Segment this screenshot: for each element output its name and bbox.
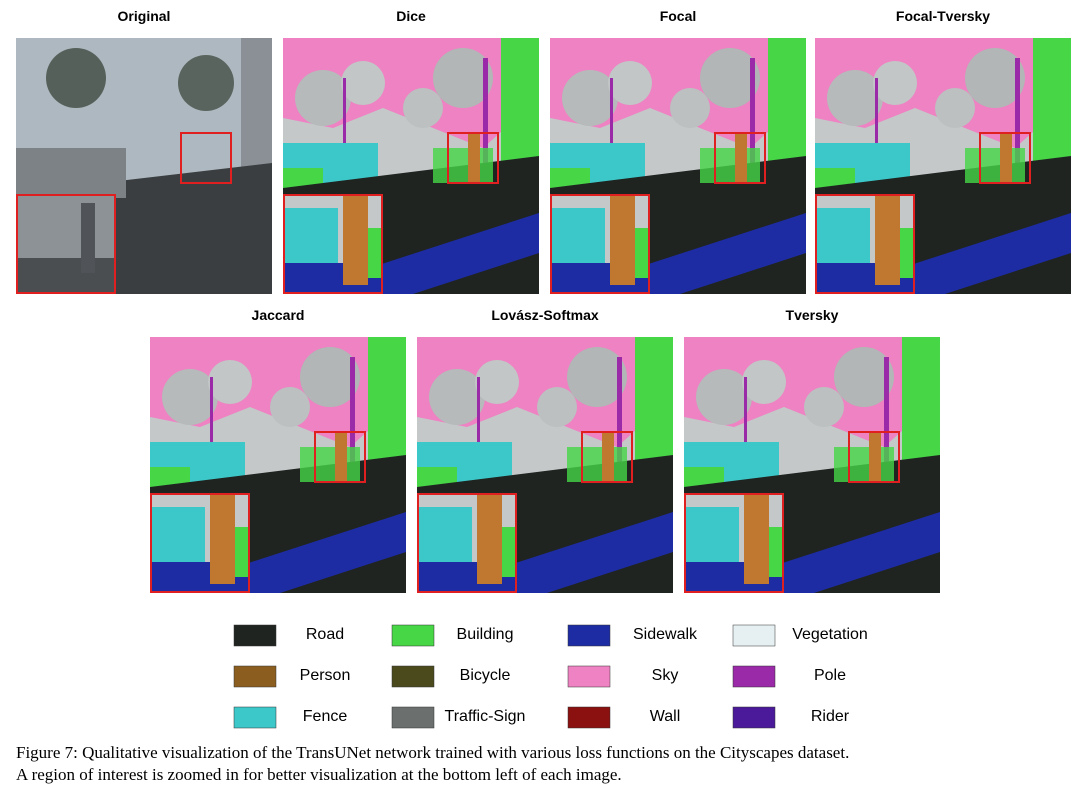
legend-swatch [732, 665, 776, 688]
legend-swatch [233, 665, 277, 688]
legend-label: Bicycle [460, 667, 511, 684]
legend-swatch [233, 706, 277, 729]
legend-label: Person [300, 667, 351, 684]
panel-title: Lovász-Softmax [491, 307, 599, 323]
panel-title: Tversky [786, 307, 839, 323]
caption-line: Figure 7: Qualitative visualization of t… [16, 743, 849, 762]
panel-title: Original [118, 8, 171, 24]
legend-swatch [567, 624, 611, 647]
legend-label: Fence [303, 708, 348, 725]
legend-label: Wall [650, 708, 681, 725]
legend-swatch [567, 706, 611, 729]
legend-swatch [391, 624, 435, 647]
legend-swatch [732, 624, 776, 647]
panel-image [283, 38, 539, 294]
legend-label: Sky [652, 667, 679, 684]
legend-label: Pole [814, 667, 846, 684]
panel-image [550, 38, 806, 294]
legend-label: Sidewalk [633, 626, 698, 643]
panel-image [684, 337, 940, 593]
legend-label: Traffic-Sign [445, 708, 526, 725]
panel-image [815, 38, 1071, 294]
legend-swatch [732, 706, 776, 729]
panel-title: Dice [396, 8, 426, 24]
panel-image [417, 337, 673, 593]
legend-swatch [567, 665, 611, 688]
panel-image [16, 38, 272, 294]
panel-title: Focal [660, 8, 697, 24]
legend-swatch [233, 624, 277, 647]
legend-swatch [391, 665, 435, 688]
panel-title: Focal-Tversky [896, 8, 990, 24]
legend-label: Building [457, 626, 514, 643]
panel-image [150, 337, 406, 593]
caption-line: A region of interest is zoomed in for be… [16, 765, 622, 784]
legend-swatch [391, 706, 435, 729]
panel-title: Jaccard [252, 307, 305, 323]
legend-label: Road [306, 626, 344, 643]
legend-label: Rider [811, 708, 850, 725]
legend-label: Vegetation [792, 626, 868, 643]
